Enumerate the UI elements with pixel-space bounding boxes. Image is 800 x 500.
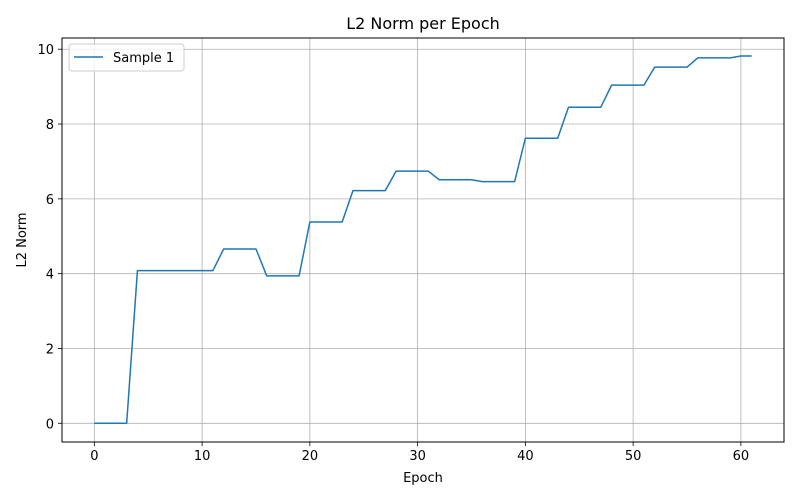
- x-tick-label: 30: [409, 449, 426, 464]
- x-tick-label: 40: [517, 449, 534, 464]
- x-tick-label: 20: [302, 449, 319, 464]
- series-layer: [94, 55, 752, 425]
- legend-label-sample-1: Sample 1: [113, 51, 174, 66]
- grid-lines: [62, 38, 784, 442]
- y-tick-label: 6: [46, 193, 54, 208]
- y-tick-label: 8: [46, 118, 54, 133]
- axis-ticks: 0 10 20 30 40 50 60 0 2 4 6 8 10: [37, 43, 749, 464]
- x-tick-label: 10: [194, 449, 211, 464]
- series-line-sample-1: [94, 55, 752, 425]
- x-tick-label: 50: [625, 449, 642, 464]
- y-tick-label: 10: [37, 43, 54, 58]
- y-tick-label: 4: [46, 268, 54, 283]
- y-tick-label: 0: [46, 417, 54, 432]
- x-tick-label: 60: [733, 449, 750, 464]
- legend-box: [68, 43, 185, 72]
- chart-title: L2 Norm per Epoch: [346, 14, 500, 33]
- y-tick-label: 2: [46, 342, 54, 357]
- x-tick-label: 0: [90, 449, 98, 464]
- x-axis-title: Epoch: [403, 471, 443, 486]
- legend: Sample 1: [68, 43, 185, 72]
- plot-area-frame: [61, 37, 785, 443]
- y-axis-title: L2 Norm: [15, 212, 30, 267]
